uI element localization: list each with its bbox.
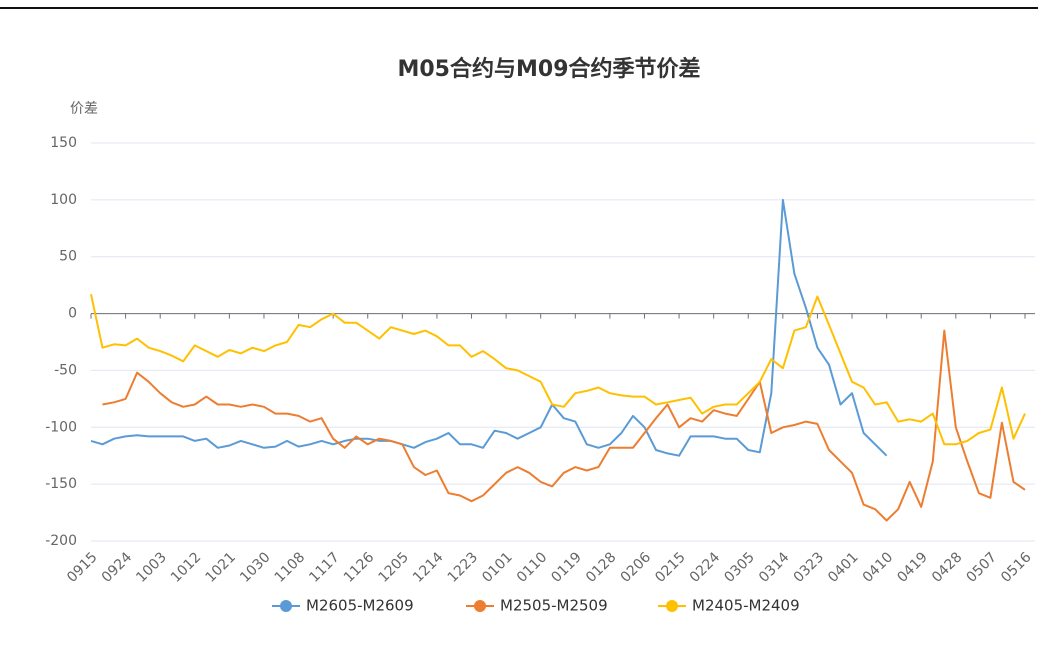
x-tick-label: 0206	[618, 549, 655, 586]
x-tick-label: 1214	[410, 549, 447, 586]
x-tick-label: 1117	[306, 549, 343, 586]
x-tick-label: 1126	[341, 549, 378, 586]
y-tick-label: -150	[45, 476, 77, 492]
x-tick-label: 1021	[203, 549, 240, 586]
x-tick-label: 0924	[99, 549, 136, 586]
legend: M2605-M2609 M2505-M2509 M2405-M2409	[272, 597, 800, 615]
y-tick-label: -200	[45, 533, 77, 549]
x-tick-label: 0401	[825, 549, 862, 586]
y-tick-label: 50	[59, 249, 77, 265]
x-tick-label: 0215	[652, 549, 689, 586]
y-tick-label: 150	[50, 135, 77, 151]
x-tick-label: 0323	[791, 549, 828, 586]
y-tick-label: 100	[50, 192, 77, 208]
y-tick-label: -50	[54, 362, 77, 378]
y-tick-label: -100	[45, 419, 77, 435]
legend-label: M2605-M2609	[306, 597, 414, 615]
x-tick-label: 0119	[548, 549, 585, 586]
chart-title: M05合约与M09合约季节价差	[397, 56, 700, 82]
x-tick-label: 0410	[860, 549, 897, 586]
x-tick-label: 1003	[133, 549, 170, 586]
y-tick-label: 0	[68, 306, 77, 322]
x-tick-label: 0516	[998, 549, 1035, 586]
x-tick-label: 0915	[64, 549, 101, 586]
x-tick-label: 0224	[687, 549, 724, 586]
x-tick-label: 0314	[756, 549, 793, 586]
legend-marker	[280, 600, 292, 612]
x-tick-label: 0101	[479, 549, 516, 586]
legend-label: M2505-M2509	[500, 597, 608, 615]
series-line	[90, 293, 1026, 446]
x-tick-label: 0128	[583, 549, 620, 586]
x-tick-label: 0305	[721, 549, 758, 586]
x-tick-label: 0110	[514, 549, 551, 586]
series-line	[90, 198, 888, 457]
x-tick-label: 1012	[168, 549, 205, 586]
x-tick-label: 1108	[272, 549, 309, 586]
legend-marker	[666, 600, 678, 612]
x-tick-label: 0419	[894, 549, 931, 586]
legend-label: M2405-M2409	[692, 597, 800, 615]
y-axis-label: 价差	[70, 101, 98, 117]
x-tick-label: 1223	[445, 549, 482, 586]
x-tick-label: 0428	[929, 549, 966, 586]
legend-marker	[474, 600, 486, 612]
series-line	[102, 329, 1026, 522]
x-tick-label: 1205	[375, 549, 412, 586]
x-tick-label: 1030	[237, 549, 274, 586]
x-tick-label: 0507	[964, 549, 1001, 586]
